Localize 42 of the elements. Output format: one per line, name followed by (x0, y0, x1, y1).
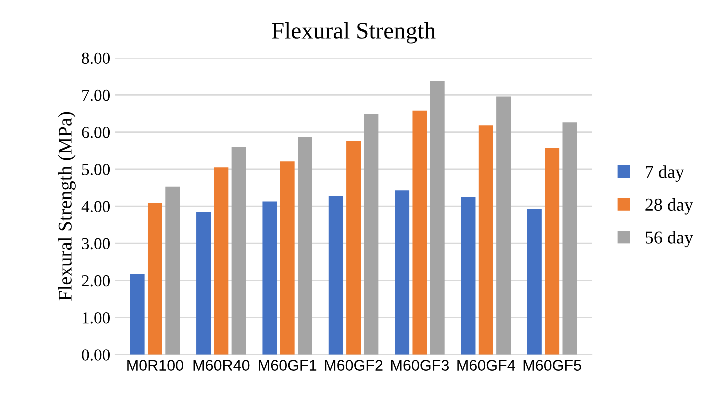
bar (166, 186, 180, 355)
bar (430, 81, 445, 355)
bar (346, 141, 362, 355)
x-tick-label: M60GF1 (259, 360, 317, 371)
bar (130, 274, 145, 355)
bar (545, 148, 560, 355)
x-tick-label: M60GF3 (392, 360, 450, 371)
bar (298, 137, 312, 355)
chart-title: Flexural Strength (272, 22, 436, 44)
y-tick-label: 2.00 (82, 275, 110, 287)
bar (478, 126, 494, 355)
x-tick-label: M60GF5 (524, 360, 582, 371)
bar (562, 122, 578, 355)
bar (262, 202, 278, 355)
y-axis-title: Flexural Strength (MPa) (58, 112, 76, 302)
bar (395, 190, 410, 355)
bar (328, 196, 344, 355)
bar (527, 209, 542, 355)
bar (461, 197, 476, 355)
bar (148, 204, 162, 355)
bar (412, 110, 428, 355)
bar (214, 168, 229, 355)
bar (196, 212, 211, 355)
y-tick-label: 8.00 (82, 52, 110, 64)
bar (496, 96, 512, 355)
x-tick-label: M60GF4 (458, 360, 516, 371)
y-tick-label: 5.00 (82, 164, 110, 176)
legend-label: 28 day (646, 198, 694, 215)
legend-label: 56 day (646, 231, 694, 248)
x-tick-label: M0R100 (128, 360, 184, 371)
x-tick-label: M60GF2 (325, 360, 383, 371)
y-tick-label: 4.00 (82, 201, 110, 213)
legend-label: 7 day (646, 166, 684, 182)
y-tick-label: 1.00 (82, 312, 110, 324)
y-tick-label: 0.00 (82, 350, 110, 361)
y-tick-label: 6.00 (82, 127, 110, 138)
y-tick-label: 7.00 (82, 90, 110, 102)
y-tick-label: 3.00 (82, 238, 110, 250)
bar (232, 147, 246, 355)
x-tick-label: M60R40 (194, 360, 250, 371)
bar (280, 162, 295, 355)
bar (364, 114, 379, 355)
